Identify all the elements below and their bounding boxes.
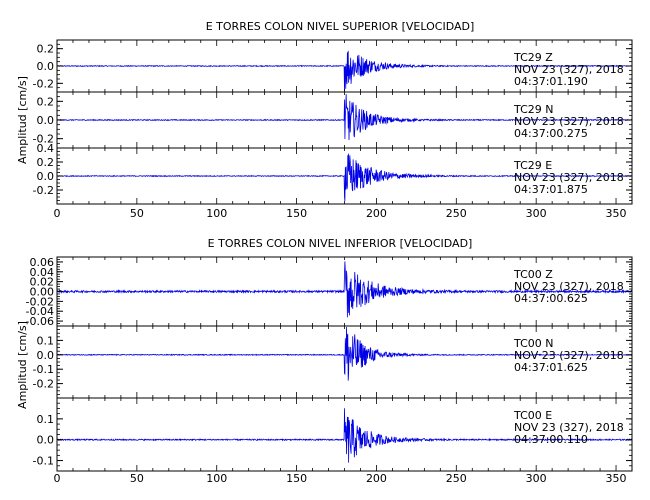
y-tick-label: -0.1 (33, 455, 54, 468)
y-tick-label: -0.04 (26, 305, 54, 318)
y-tick-label: 0.0 (37, 60, 55, 73)
y-tick-label: 0.0 (37, 170, 55, 183)
time-label: 04:37:01.190 (514, 75, 588, 88)
date-label: NOV 23 (327), 2018 (514, 280, 624, 293)
y-tick-label: 0.02 (30, 276, 55, 289)
y-tick-label: -0.02 (26, 295, 54, 308)
date-label: NOV 23 (327), 2018 (514, 63, 624, 76)
x-tick-label: 200 (366, 207, 387, 220)
chart-upper-ylabel: Amplitud [cm/s] (16, 76, 29, 164)
y-tick-label: 0.2 (37, 43, 55, 56)
y-tick-label: -0.2 (33, 133, 54, 146)
x-tick-label: 350 (606, 472, 627, 485)
y-tick-label: 0.06 (30, 256, 55, 269)
waveform-trace (56, 94, 633, 140)
x-tick-label: 250 (446, 472, 467, 485)
x-tick-label: 50 (130, 472, 144, 485)
y-tick-label: 0.0 (37, 114, 55, 127)
time-label: 04:37:01.625 (514, 361, 588, 374)
y-tick-label: -0.2 (33, 184, 54, 197)
y-tick-label: 0.0 (37, 349, 55, 362)
time-label: 04:37:00.275 (514, 127, 588, 140)
y-tick-label: -0.1 (33, 363, 54, 376)
station-component-label: TC00 N (513, 337, 553, 350)
x-tick-label: 100 (206, 472, 227, 485)
waveform-trace (56, 326, 633, 381)
x-tick-label: 0 (54, 472, 61, 485)
x-tick-label: 350 (606, 207, 627, 220)
y-tick-label: 0.00 (30, 286, 55, 299)
waveform-trace (56, 261, 633, 318)
chart-upper: E TORRES COLON NIVEL SUPERIOR [VELOCIDAD… (16, 20, 633, 485)
x-tick-label: 100 (206, 207, 227, 220)
station-component-label: TC00 E (513, 409, 552, 422)
x-tick-label: 200 (366, 472, 387, 485)
x-tick-label: 300 (526, 472, 547, 485)
panel-tc00-z: 0.060.040.020.00-0.02-0.04-0.06 TC00 ZNOV… (26, 256, 633, 328)
y-tick-label: 0.2 (37, 156, 55, 169)
station-component-label: TC29 E (513, 159, 552, 172)
station-component-label: TC29 N (513, 103, 553, 116)
chart-upper-title: E TORRES COLON NIVEL SUPERIOR [VELOCIDAD… (206, 20, 475, 33)
date-label: NOV 23 (327), 2018 (514, 171, 624, 184)
waveform-trace (56, 153, 633, 202)
x-tick-label: 50 (130, 207, 144, 220)
x-tick-label: 150 (286, 472, 307, 485)
y-tick-label: -0.2 (33, 378, 54, 391)
station-component-label: TC29 Z (513, 51, 553, 64)
y-tick-label: 0.0 (37, 434, 55, 447)
chart-lower-ylabel: Amplitud [cm/s] (16, 321, 29, 409)
chart-lower: E TORRES COLON NIVEL INFERIOR [VELOCIDAD… (16, 237, 472, 409)
station-component-label: TC00 Z (513, 268, 553, 281)
x-tick-label: 150 (286, 207, 307, 220)
y-tick-label: -0.06 (26, 315, 54, 328)
y-tick-label: 0.2 (37, 95, 55, 108)
y-tick-label: 0.1 (37, 413, 55, 426)
chart-lower-title: E TORRES COLON NIVEL INFERIOR [VELOCIDAD… (208, 237, 473, 250)
y-tick-label: 0.4 (37, 142, 55, 155)
x-tick-label: 250 (446, 207, 467, 220)
time-label: 04:37:00.110 (514, 433, 588, 446)
time-label: 04:37:00.625 (514, 292, 588, 305)
date-label: NOV 23 (327), 2018 (514, 421, 624, 434)
date-label: NOV 23 (327), 2018 (514, 349, 624, 362)
x-tick-label: 0 (54, 207, 61, 220)
waveform-trace (56, 408, 633, 463)
y-tick-label: -0.2 (33, 77, 54, 90)
y-tick-label: 0.04 (30, 266, 55, 279)
y-tick-label: 0.1 (37, 334, 55, 347)
date-label: NOV 23 (327), 2018 (514, 115, 624, 128)
x-tick-label: 300 (526, 207, 547, 220)
time-label: 04:37:01.875 (514, 183, 588, 196)
